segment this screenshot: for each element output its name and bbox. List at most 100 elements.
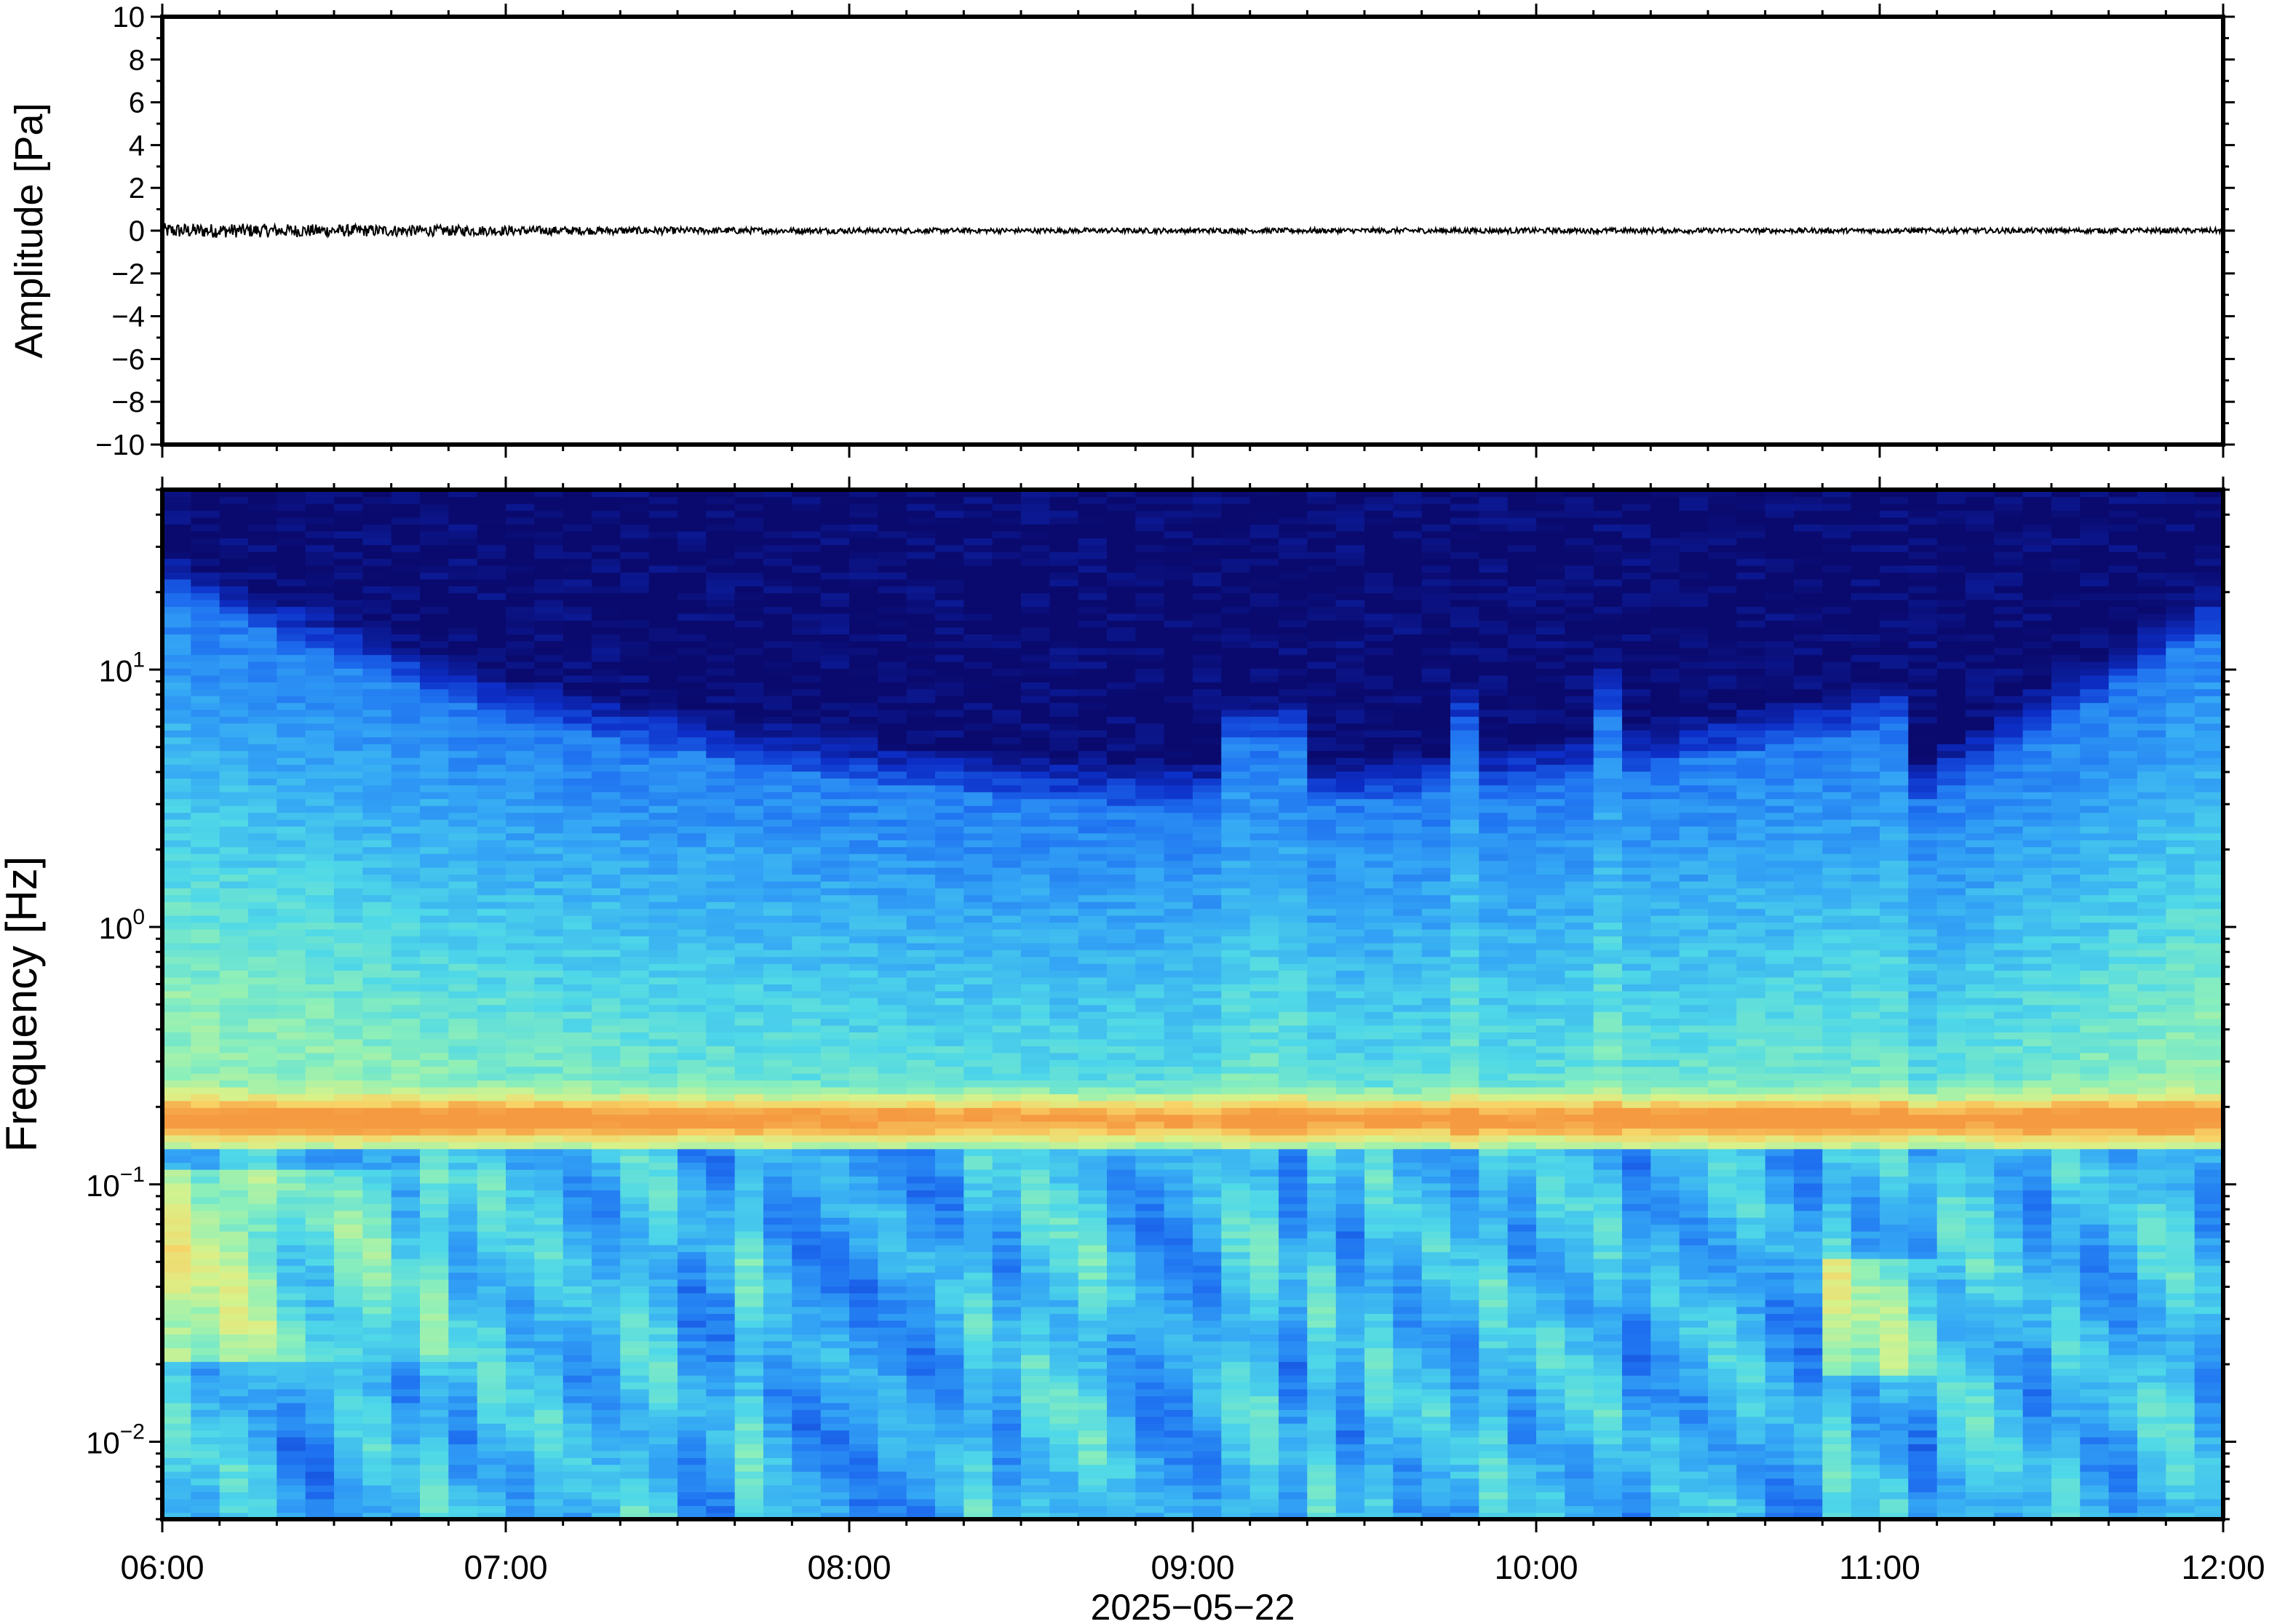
spectrogram-cell: [420, 517, 450, 525]
spectrogram-cell: [906, 551, 936, 560]
spectrogram-cell: [362, 1326, 392, 1335]
spectrogram-cell: [391, 1292, 421, 1300]
spectrogram-cell: [219, 840, 249, 848]
spectrogram-cell: [334, 1422, 364, 1431]
spectrogram-cell: [878, 524, 907, 532]
spectrogram-cell: [734, 1348, 764, 1356]
spectrogram-cell: [677, 1382, 707, 1390]
spectrogram-cell: [248, 606, 278, 614]
spectrogram-cell: [362, 1258, 392, 1266]
spectrogram-cell: [992, 1374, 1022, 1383]
spectrogram-cell: [191, 860, 220, 868]
spectrogram-cell: [648, 538, 678, 546]
spectrogram-cell: [305, 510, 335, 518]
spectrogram-cell: [391, 901, 421, 909]
spectrogram-cell: [734, 1265, 764, 1273]
spectrogram-cell: [420, 915, 450, 923]
spectrogram-cell: [648, 1011, 678, 1019]
spectrogram-cell: [162, 1388, 192, 1396]
spectrogram-cell: [162, 874, 192, 882]
spectrogram-cell: [305, 490, 335, 498]
spectrogram-cell: [248, 1416, 278, 1424]
spectrogram-cell: [534, 1210, 564, 1218]
spectrogram-cell: [648, 846, 678, 854]
spectrogram-cell: [878, 888, 907, 896]
spectrogram-cell: [878, 757, 907, 765]
spectrogram-cell: [191, 1004, 220, 1012]
spectrogram-cell: [277, 771, 306, 779]
spectrogram-cell: [334, 1326, 364, 1335]
spectrogram-cell: [878, 874, 907, 882]
spectrogram-cell: [305, 1155, 335, 1163]
spectrogram-cell: [334, 613, 364, 621]
spectrogram-cell: [763, 1148, 793, 1156]
spectrogram-cell: [448, 1238, 478, 1246]
spectrogram-cell: [219, 668, 249, 676]
spectrogram-cell: [162, 524, 192, 532]
spectrogram-cell: [563, 1444, 592, 1452]
spectrogram-cell: [963, 1121, 993, 1129]
spectrogram-cell: [992, 709, 1022, 717]
spectrogram-cell: [1021, 1046, 1051, 1054]
spectrogram-cell: [849, 565, 879, 573]
spectrogram-cell: [763, 1086, 793, 1094]
spectrogram-cell: [219, 1368, 249, 1376]
spectrogram-cell: [1021, 592, 1051, 600]
spectrogram-cell: [620, 1100, 650, 1108]
spectrogram-cell: [305, 626, 335, 634]
spectrogram-cell: [1049, 1444, 1079, 1452]
spectrogram-cell: [849, 963, 879, 971]
spectrogram-cell: [706, 1313, 736, 1321]
spectrogram-cell: [362, 1320, 392, 1328]
spectrogram-cell: [763, 613, 793, 621]
spectrogram-cell: [706, 688, 736, 696]
spectrogram-cell: [420, 496, 450, 504]
spectrogram-cell: [563, 1436, 592, 1444]
spectrogram-cell: [792, 716, 822, 724]
spectrogram-cell: [506, 1196, 536, 1204]
spectrogram-column: [935, 490, 965, 1519]
spectrogram-cell: [677, 1196, 707, 1204]
spectrogram-cell: [792, 990, 822, 998]
spectrogram-cell: [620, 1334, 650, 1342]
spectrogram-cell: [162, 1114, 192, 1122]
spectrogram-cell: [963, 626, 993, 634]
spectrogram-cell: [763, 510, 793, 518]
spectrogram-cell: [734, 1230, 764, 1238]
spectrogram-cell: [305, 832, 335, 840]
spectrogram-cell: [620, 832, 650, 840]
spectrogram-cell: [448, 1011, 478, 1019]
spectrogram-cell: [277, 1114, 306, 1122]
spectrogram-cell: [162, 867, 192, 875]
spectrogram-cell: [792, 1422, 822, 1431]
spectrogram-cell: [362, 709, 392, 717]
spectrogram-cell: [448, 984, 478, 992]
spectrogram-cell: [820, 928, 850, 936]
spectrogram-cell: [792, 1230, 822, 1238]
spectrogram-cell: [592, 648, 621, 656]
spectrogram-cell: [391, 792, 421, 800]
spectrogram-cell: [763, 1038, 793, 1046]
spectrogram-cell: [992, 846, 1022, 854]
spectrogram-cell: [191, 613, 220, 621]
spectrogram-cell: [963, 1182, 993, 1190]
spectrogram-cell: [448, 1258, 478, 1266]
spectrogram-cell: [792, 613, 822, 621]
spectrogram-cell: [219, 682, 249, 690]
spectrogram-cell: [334, 963, 364, 971]
spectrogram-cell: [992, 942, 1022, 950]
spectrogram-cell: [992, 1313, 1022, 1321]
spectrogram-cell: [1049, 1430, 1079, 1438]
spectrogram-cell: [878, 490, 907, 498]
spectrogram-cell: [191, 1450, 220, 1458]
spectrogram-cell: [277, 1361, 306, 1369]
spectrogram-cell: [448, 634, 478, 642]
spectrogram-cell: [620, 544, 650, 552]
spectrogram-cell: [162, 1286, 192, 1294]
spectrogram-cell: [162, 901, 192, 909]
spectrogram-cell: [992, 888, 1022, 896]
spectrogram-cell: [878, 1505, 907, 1513]
spectrogram-cell: [477, 1190, 506, 1198]
spectrogram-cell: [734, 1066, 764, 1074]
spectrogram-cell: [1049, 661, 1079, 669]
